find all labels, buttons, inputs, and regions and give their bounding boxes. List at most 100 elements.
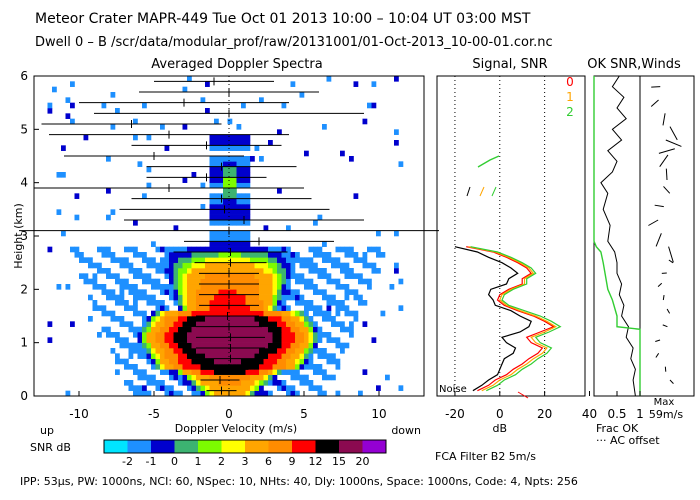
- heatmap-cell: [160, 342, 165, 349]
- heatmap-cell: [259, 257, 264, 263]
- heatmap-cell: [281, 369, 287, 375]
- heatmap-cell: [124, 246, 129, 253]
- heatmap-cell: [169, 262, 174, 269]
- heatmap-cell: [97, 284, 102, 290]
- heatmap-cell: [178, 326, 183, 333]
- heatmap-cell: [254, 310, 260, 317]
- heatmap-cell: [322, 257, 327, 263]
- heatmap-cell: [272, 369, 278, 375]
- heatmap-cell: [362, 278, 368, 285]
- heatmap-cell: [295, 294, 300, 301]
- heatmap-cell: [340, 268, 345, 274]
- heatmap-cell: [394, 76, 399, 82]
- heatmap-cell: [187, 342, 192, 349]
- heatmap-cell: [227, 188, 233, 194]
- heatmap-cell: [137, 353, 143, 359]
- heatmap-cell: [371, 337, 377, 343]
- heatmap-cell: [169, 289, 174, 295]
- heatmap-cell: [232, 246, 237, 253]
- heatmap-cell: [110, 310, 116, 317]
- heatmap-cell: [151, 241, 156, 247]
- heatmap-cell: [335, 300, 341, 306]
- heatmap-cell: [286, 257, 291, 263]
- heatmap-title: Averaged Doppler Spectra: [151, 57, 322, 72]
- colorbar-swatch: [315, 440, 340, 453]
- heatmap-cell: [290, 273, 296, 279]
- heatmap-cell: [173, 289, 179, 295]
- heatmap-cell: [254, 305, 260, 311]
- heatmap-cell: [281, 278, 287, 285]
- heatmap-cell: [182, 86, 188, 93]
- heatmap-cell: [187, 380, 192, 386]
- heatmap-cell: [263, 294, 269, 301]
- heatmap-cell: [146, 294, 152, 301]
- heatmap-cell: [236, 134, 242, 141]
- heatmap-cell: [245, 358, 251, 365]
- heatmap-cell: [313, 284, 318, 290]
- heatmap-cell: [119, 337, 125, 343]
- heatmap-cell: [272, 332, 278, 338]
- heatmap-cell: [205, 273, 210, 279]
- heatmap-cell: [187, 374, 192, 381]
- colorbar-tick-label: 20: [356, 455, 370, 468]
- heatmap-cell: [286, 348, 291, 354]
- heatmap-cell: [173, 268, 179, 274]
- heatmap-cell: [304, 358, 309, 365]
- heatmap-cell: [196, 364, 201, 370]
- heatmap-cell: [218, 193, 224, 199]
- wind-barb: [655, 233, 662, 247]
- heatmap-cell: [214, 236, 219, 242]
- heatmap-cell: [259, 316, 264, 322]
- colorbar-swatch: [174, 440, 199, 453]
- heatmap-cell: [209, 278, 215, 285]
- heatmap-cell: [277, 332, 282, 338]
- heatmap-cell: [214, 145, 219, 151]
- heatmap-cell: [322, 273, 327, 279]
- heatmap-cell: [236, 332, 242, 338]
- heatmap-cell: [74, 193, 80, 199]
- heatmap-cell: [322, 332, 327, 338]
- heatmap-cell: [101, 284, 107, 290]
- heatmap-cell: [295, 310, 300, 317]
- snr-stray-mark: [477, 155, 500, 168]
- heatmap-cell: [308, 380, 314, 386]
- heatmap-cell: [178, 374, 183, 381]
- ac-offset-label: ··· AC offset: [596, 434, 660, 447]
- heatmap-cell: [250, 284, 255, 290]
- heatmap-cell: [344, 252, 350, 258]
- heatmap-cell: [353, 252, 359, 258]
- heatmap-cell: [223, 140, 228, 146]
- heatmap-cell: [214, 257, 219, 263]
- heatmap-cell: [232, 385, 237, 391]
- heatmap-cell: [133, 273, 138, 279]
- heatmap-cell: [223, 289, 228, 295]
- heatmap-cell: [146, 353, 152, 359]
- heatmap-cell: [340, 305, 345, 311]
- heatmap-cell: [155, 300, 161, 306]
- heatmap-cell: [272, 268, 278, 274]
- heatmap-cell: [232, 390, 237, 397]
- heatmap-cell: [182, 369, 188, 375]
- heatmap-cell: [214, 321, 219, 327]
- heatmap-cell: [106, 268, 111, 274]
- heatmap-cell: [142, 337, 147, 343]
- heatmap-cell: [92, 284, 98, 290]
- heatmap-cell: [245, 140, 251, 146]
- heatmap-cell: [124, 305, 129, 311]
- heatmap-cell: [187, 348, 192, 354]
- heatmap-cell: [155, 348, 161, 354]
- heatmap-cell: [250, 273, 255, 279]
- heatmap-cell: [173, 358, 179, 365]
- heatmap-cell: [299, 294, 305, 301]
- heatmap-cell: [277, 337, 282, 343]
- heatmap-cell: [317, 252, 323, 258]
- heatmap-cell: [259, 332, 264, 338]
- heatmap-cell: [214, 332, 219, 338]
- y-tick-label: 3: [20, 229, 28, 243]
- heatmap-cell: [304, 262, 309, 269]
- heatmap-cell: [227, 310, 233, 317]
- heatmap-cell: [317, 369, 323, 375]
- heatmap-cell: [236, 182, 242, 189]
- heatmap-cell: [97, 305, 102, 311]
- heatmap-cell: [178, 252, 183, 258]
